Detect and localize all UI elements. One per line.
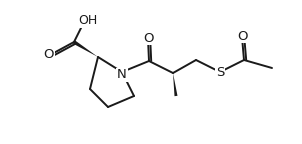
Text: S: S [216,67,224,79]
Text: O: O [144,32,154,44]
Text: N: N [117,69,127,82]
Text: OH: OH [79,15,98,28]
Text: O: O [44,49,54,61]
Text: O: O [238,30,248,42]
Polygon shape [173,73,178,96]
Polygon shape [73,40,98,57]
